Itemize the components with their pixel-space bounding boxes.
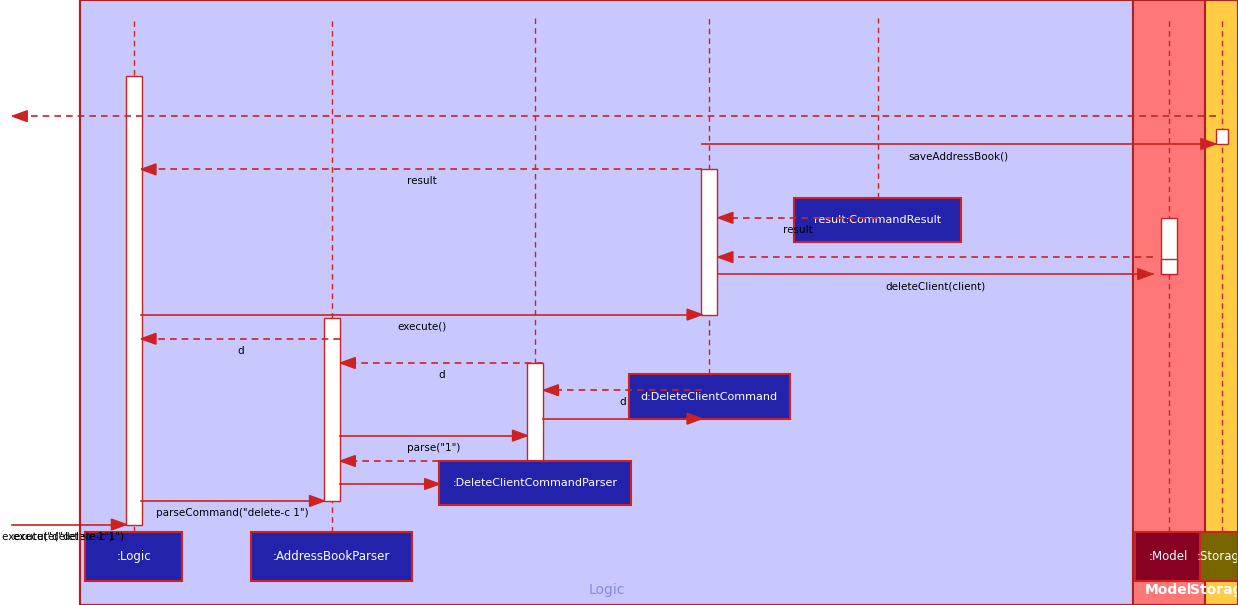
- Polygon shape: [340, 358, 355, 368]
- Text: result: result: [782, 225, 813, 235]
- Bar: [438, 461, 630, 505]
- Polygon shape: [111, 519, 126, 530]
- Polygon shape: [687, 413, 702, 424]
- Polygon shape: [141, 333, 156, 344]
- Bar: [527, 363, 543, 461]
- Text: execute("delete-c 1"): execute("delete-c 1"): [12, 532, 124, 541]
- Polygon shape: [12, 111, 27, 122]
- Bar: [1216, 129, 1228, 144]
- Bar: [1200, 532, 1238, 581]
- Text: d:DeleteClientCommand: d:DeleteClientCommand: [641, 391, 777, 402]
- Text: Model: Model: [1145, 583, 1192, 597]
- Bar: [1161, 259, 1177, 274]
- Text: Storage: Storage: [1190, 583, 1238, 597]
- Polygon shape: [513, 430, 527, 441]
- Bar: [85, 532, 182, 581]
- Bar: [795, 198, 961, 242]
- Text: d: d: [238, 346, 244, 356]
- Text: :DeleteClientCommandParser: :DeleteClientCommandParser: [452, 478, 618, 488]
- Bar: [629, 374, 790, 419]
- Polygon shape: [310, 495, 324, 506]
- Bar: [701, 169, 718, 315]
- Bar: [126, 76, 141, 525]
- Text: :Storage: :Storage: [1197, 550, 1238, 563]
- Text: deleteClient(client): deleteClient(client): [885, 281, 985, 291]
- Text: Logic: Logic: [588, 583, 625, 597]
- Text: execute("delete-c 1"): execute("delete-c 1"): [2, 532, 114, 541]
- Bar: [1134, 532, 1203, 581]
- Polygon shape: [1138, 269, 1153, 280]
- Polygon shape: [718, 252, 733, 263]
- Polygon shape: [425, 479, 439, 489]
- Text: :Logic: :Logic: [116, 550, 151, 563]
- Polygon shape: [718, 212, 733, 223]
- Polygon shape: [1201, 139, 1216, 149]
- Text: result:CommandResult: result:CommandResult: [815, 215, 941, 225]
- Text: :Model: :Model: [1149, 550, 1188, 563]
- Polygon shape: [141, 164, 156, 175]
- Text: execute(): execute(): [397, 322, 446, 332]
- Polygon shape: [340, 456, 355, 466]
- Text: d: d: [619, 397, 626, 407]
- Bar: [1161, 218, 1177, 274]
- Bar: [1133, 0, 1205, 605]
- Text: saveAddressBook(): saveAddressBook(): [909, 151, 1009, 161]
- Bar: [251, 532, 412, 581]
- Bar: [1205, 0, 1238, 605]
- Text: d: d: [438, 370, 446, 380]
- Polygon shape: [687, 309, 702, 320]
- Bar: [324, 318, 339, 501]
- Polygon shape: [543, 385, 558, 396]
- Text: parseCommand("delete-c 1"): parseCommand("delete-c 1"): [156, 508, 310, 518]
- Bar: [80, 0, 1133, 605]
- Text: parse("1"): parse("1"): [407, 443, 461, 453]
- Text: :AddressBookParser: :AddressBookParser: [274, 550, 390, 563]
- Text: result: result: [406, 177, 437, 186]
